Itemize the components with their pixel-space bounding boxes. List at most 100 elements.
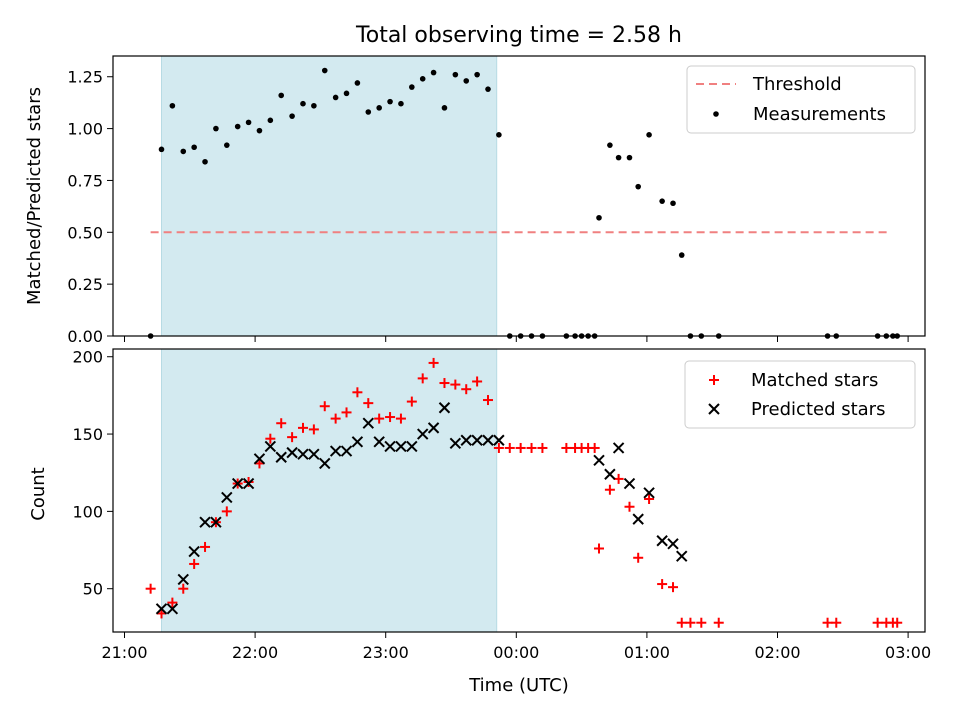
matched-stars-marker	[395, 413, 406, 424]
matched-stars-marker	[872, 617, 883, 628]
x-tick-label: 22:00	[232, 643, 278, 662]
measurement-point	[213, 125, 219, 132]
predicted-stars-marker	[676, 550, 688, 562]
measurement-point	[321, 67, 328, 74]
x-tick-label: 23:00	[363, 643, 409, 662]
legend-box	[686, 65, 916, 134]
matched-stars-marker	[537, 442, 548, 453]
matched-stars-marker	[594, 543, 605, 554]
predicted-stars-marker	[242, 477, 255, 490]
ratio-y-tick-label: 0.75	[67, 171, 103, 190]
predicted-stars-marker	[623, 477, 636, 490]
matched-stars-marker	[330, 413, 341, 424]
predicted-stars-marker	[593, 454, 605, 467]
predicted-stars-marker	[471, 434, 483, 446]
measurement-point	[398, 100, 404, 107]
legend-threshold-label: Threshold	[752, 74, 842, 95]
matched-stars-marker	[145, 583, 156, 594]
predicted-stars-marker	[351, 436, 364, 448]
matched-stars-marker	[363, 398, 374, 409]
predicted-stars-marker	[362, 417, 374, 429]
measurement-point	[452, 71, 459, 78]
measurement-point	[646, 132, 652, 138]
predicted-stars-marker	[449, 437, 462, 450]
measurement-point	[343, 90, 350, 97]
legend-measurements-swatch	[713, 111, 719, 117]
matched-stars-marker	[243, 476, 254, 487]
legend-predicted-swatch	[708, 403, 720, 415]
predicted-stars-marker	[340, 445, 353, 457]
matched-stars-marker	[696, 617, 707, 628]
matched-stars-marker	[189, 558, 200, 569]
matched-stars-marker	[417, 373, 428, 384]
predicted-stars-marker	[656, 535, 668, 547]
measurement-point	[635, 183, 641, 190]
count-y-tick-label: 100	[72, 502, 103, 521]
measurement-point	[278, 92, 285, 99]
matched-stars-marker	[221, 506, 232, 517]
matched-stars-marker	[341, 407, 352, 418]
ratio-y-tick-label: 1.00	[67, 120, 103, 139]
matched-stars-marker	[450, 379, 461, 390]
matched-stars-marker	[385, 412, 396, 423]
measurement-point	[496, 132, 502, 138]
measurement-point	[615, 154, 622, 161]
predicted-stars-marker	[427, 422, 440, 434]
predicted-stars-marker	[221, 491, 233, 504]
x-tick-label: 01:00	[624, 643, 670, 662]
matched-stars-marker	[504, 442, 515, 453]
predicted-stars-marker	[482, 434, 494, 446]
predicted-stars-marker	[319, 457, 331, 470]
matched-stars-marker	[200, 541, 211, 552]
matched-stars-marker	[439, 378, 450, 389]
predicted-stars-marker	[632, 513, 644, 525]
measurement-point	[180, 148, 187, 155]
matched-stars-marker	[604, 484, 615, 495]
legend-matched-swatch	[709, 375, 719, 385]
predicted-stars-marker	[231, 477, 244, 490]
ratio-y-tick-label: 1.25	[67, 68, 103, 87]
predicted-stars-marker	[493, 434, 505, 446]
legend-measurements-label: Measurements	[753, 104, 886, 125]
measurement-point	[419, 76, 426, 82]
count-panel-frame	[112, 348, 926, 633]
matched-stars-marker	[831, 617, 842, 628]
x-tick-label: 00:00	[493, 643, 539, 662]
measurement-point	[365, 109, 372, 115]
predicted-stars-marker	[297, 448, 309, 460]
measurement-point	[678, 252, 685, 258]
matched-stars-marker	[668, 582, 679, 593]
ratio-panel-frame	[112, 55, 926, 337]
predicted-stars-marker	[199, 516, 211, 528]
figure-title: Total observing time = 2.58 h	[355, 23, 682, 48]
matched-stars-marker	[265, 433, 276, 444]
matched-stars-marker	[167, 597, 178, 608]
ratio-y-axis-label: Matched/Predicted stars	[24, 87, 45, 305]
predicted-stars-marker	[643, 487, 655, 499]
predicted-stars-marker	[604, 468, 616, 480]
measurement-point	[234, 123, 241, 130]
measurement-point	[474, 71, 480, 78]
matched-stars-marker	[461, 384, 472, 395]
matched-stars-marker	[276, 418, 287, 429]
matched-stars-marker	[308, 424, 319, 435]
measurement-point	[670, 200, 676, 207]
predicted-stars-marker	[210, 516, 222, 528]
measurement-point	[267, 117, 274, 124]
matched-stars-marker	[713, 617, 724, 628]
matched-stars-marker	[493, 442, 504, 453]
x-tick-label: 21:00	[101, 643, 147, 662]
matched-stars-marker	[352, 387, 363, 398]
predicted-stars-marker	[667, 538, 679, 550]
measurement-point	[245, 119, 252, 126]
count-y-tick-label: 150	[72, 425, 103, 444]
ratio-y-tick-label: 0.50	[67, 223, 103, 242]
measurement-point	[409, 84, 415, 90]
x-tick-label: 02:00	[754, 643, 800, 662]
measurement-point	[169, 102, 176, 109]
predicted-stars-marker	[395, 440, 407, 453]
matched-stars-marker	[374, 413, 385, 424]
measurement-point	[387, 98, 393, 105]
measurement-point	[596, 214, 602, 221]
